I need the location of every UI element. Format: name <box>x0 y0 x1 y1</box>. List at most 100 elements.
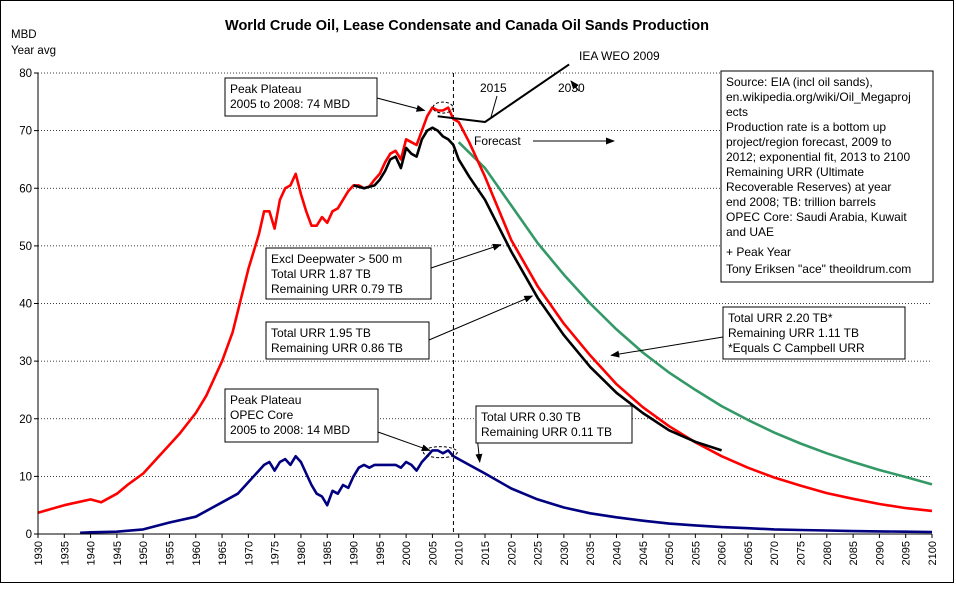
x-tick-label: 1975 <box>270 541 282 565</box>
x-tick-label: 2000 <box>401 541 413 565</box>
peak-plateau-arrow <box>376 97 426 112</box>
opec-plateau-line1: Peak Plateau <box>230 393 301 407</box>
source-line-8: Recoverable Reserves) at year <box>726 180 891 194</box>
opec-plateau-box: Peak Plateau OPEC Core 2005 to 2008: 14 … <box>224 388 379 443</box>
x-tick-label: 1985 <box>322 541 334 565</box>
y-tick-label: 70 <box>19 126 32 138</box>
total-urr-220-line3: *Equals C Campbell URR <box>728 341 865 355</box>
label-2015-leader <box>490 95 498 118</box>
chart-title: World Crude Oil, Lease Condensate and Ca… <box>225 18 709 34</box>
x-tick-label: 1960 <box>191 541 203 565</box>
y-tick-label: 60 <box>19 183 32 195</box>
total-urr-220-line2: Remaining URR 1.11 TB <box>728 326 859 340</box>
opec-plateau-arrow <box>377 431 431 452</box>
x-tick-label: 2060 <box>717 541 729 565</box>
y-axis-ticks: 0 10 20 30 40 50 60 70 80 <box>19 68 38 541</box>
y-tick-label: 30 <box>19 356 32 368</box>
label-2030-arrow <box>570 80 580 92</box>
forecast-label: Forecast <box>474 134 521 148</box>
x-tick-label: 1970 <box>243 541 255 565</box>
source-line-10: OPEC Core: Saudi Arabia, Kuwait <box>726 210 907 224</box>
x-axis-ticks: 1930 1935 1940 1945 1950 1955 1960 1965 1970 1975… <box>33 534 939 565</box>
x-tick-label: 2010 <box>454 541 466 565</box>
x-tick-label: 2070 <box>769 541 781 565</box>
y-axis-label: Year avg <box>11 45 56 57</box>
excl-deepwater-line3: Remaining URR 0.79 TB <box>271 282 403 296</box>
series-excl-deepwater <box>353 126 723 452</box>
y-tick-label: 20 <box>19 414 32 426</box>
x-tick-label: 1965 <box>217 541 229 565</box>
x-tick-label: 2025 <box>533 541 545 565</box>
series-forecast-high <box>457 141 933 486</box>
opec-plateau-line3: 2005 to 2008: 14 MBD <box>230 423 350 437</box>
source-box: Source: EIA (incl oil sands), en.wikiped… <box>720 70 934 283</box>
peak-plateau-ellipse <box>432 101 454 114</box>
excl-deepwater-box: Excl Deepwater > 500 m Total URR 1.87 TB… <box>265 247 432 300</box>
x-tick-label: 2050 <box>664 541 676 565</box>
x-tick-label: 1980 <box>296 541 308 565</box>
x-tick-label: 2085 <box>848 541 860 565</box>
x-tick-label: 2080 <box>822 541 834 565</box>
x-tick-label: 1940 <box>86 541 98 565</box>
series-iea <box>437 63 570 123</box>
total-urr-220-box: Total URR 2.20 TB* Remaining URR 1.11 TB… <box>722 306 906 360</box>
y-tick-label: 40 <box>19 299 32 311</box>
x-tick-label: 1930 <box>33 541 45 565</box>
x-tick-label: 2090 <box>874 541 886 565</box>
x-tick-label: 2095 <box>901 541 913 565</box>
y-axis-unit-label: MBD <box>11 29 37 41</box>
total-urr-220-line1: Total URR 2.20 TB* <box>728 311 833 325</box>
opec-plateau-line2: OPEC Core <box>230 408 294 422</box>
excl-deepwater-arrow <box>430 243 502 269</box>
total-urr-030-line2: Remaining URR 0.11 TB <box>481 425 612 439</box>
total-urr-220-arrow <box>610 336 724 358</box>
x-tick-label: 2015 <box>480 541 492 565</box>
excl-deepwater-line1: Excl Deepwater > 500 m <box>271 252 402 266</box>
annotation-arrows <box>376 80 724 463</box>
series-lines <box>37 63 933 535</box>
source-line-6: 2012; exponential fit, 2013 to 2100 <box>726 150 910 164</box>
total-urr-195-box: Total URR 1.95 TB Remaining URR 0.86 TB <box>265 321 430 360</box>
source-line-13: Tony Eriksen "ace" theoildrum.com <box>726 262 911 276</box>
x-tick-label: 2100 <box>927 541 939 565</box>
source-line-1: Source: EIA (incl oil sands), <box>726 75 873 89</box>
axes <box>37 73 932 535</box>
total-urr-195-line1: Total URR 1.95 TB <box>271 326 371 340</box>
x-tick-label: 2040 <box>611 541 623 565</box>
total-urr-195-line2: Remaining URR 0.86 TB <box>271 341 403 355</box>
total-urr-030-box: Total URR 0.30 TB Remaining URR 0.11 TB <box>475 405 633 444</box>
peak-plateau-line2: 2005 to 2008: 74 MBD <box>230 97 350 111</box>
x-tick-label: 1950 <box>138 541 150 565</box>
peak-plateau-line1: Peak Plateau <box>230 82 301 96</box>
x-tick-label: 2055 <box>690 541 702 565</box>
x-tick-label: 2075 <box>796 541 808 565</box>
y-tick-label: 80 <box>19 68 32 80</box>
excl-deepwater-line2: Total URR 1.87 TB <box>271 267 371 281</box>
series-opec <box>80 449 933 535</box>
source-line-12: + Peak Year <box>726 245 791 259</box>
x-tick-label: 2030 <box>559 541 571 565</box>
source-line-7: Remaining URR (Ultimate <box>726 165 864 179</box>
source-line-3: ects <box>726 105 748 119</box>
x-tick-label: 2045 <box>638 541 650 565</box>
label-2030: 2030 <box>558 81 585 95</box>
y-tick-label: 0 <box>26 529 32 541</box>
x-tick-label: 1995 <box>375 541 387 565</box>
peak-plateau-box: Peak Plateau 2005 to 2008: 74 MBD <box>224 77 378 117</box>
source-line-9: end 2008; TB: trillion barrels <box>726 195 876 209</box>
x-tick-label: 2005 <box>427 541 439 565</box>
x-tick-label: 1990 <box>349 541 361 565</box>
source-line-2: en.wikipedia.org/wiki/Oil_Megaproj <box>726 90 911 104</box>
total-urr-195-arrow <box>428 295 534 341</box>
total-urr-030-line1: Total URR 0.30 TB <box>481 410 581 424</box>
x-tick-label: 1945 <box>112 541 124 565</box>
x-tick-label: 2020 <box>506 541 518 565</box>
y-tick-label: 10 <box>19 471 32 483</box>
x-tick-label: 1935 <box>59 541 71 565</box>
y-tick-label: 50 <box>19 241 32 253</box>
x-tick-label: 2035 <box>585 541 597 565</box>
iea-label: IEA WEO 2009 <box>579 49 660 63</box>
x-tick-label: 1955 <box>164 541 176 565</box>
